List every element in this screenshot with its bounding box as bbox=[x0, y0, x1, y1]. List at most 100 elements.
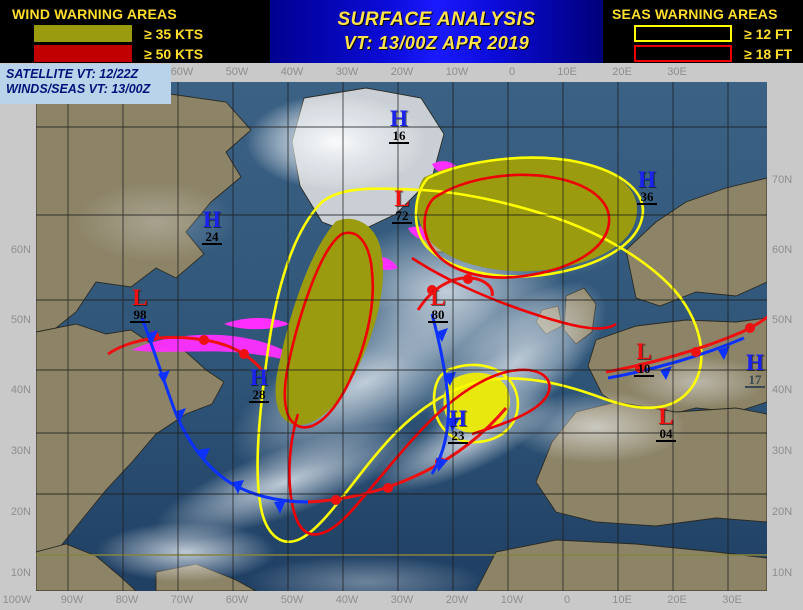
wind-35kt-swatch bbox=[34, 25, 132, 42]
title-line-2: VT: 13/00Z APR 2019 bbox=[343, 33, 530, 53]
cold-front-barbs-west bbox=[146, 330, 286, 514]
cold-front-low80 bbox=[430, 313, 450, 475]
seas-12ft-swatch bbox=[634, 25, 732, 42]
axis-tick-label: 0 bbox=[563, 594, 571, 606]
pressure-center-high-16[interactable]: H 16 bbox=[389, 107, 409, 144]
axis-tick-label: 20W bbox=[390, 66, 414, 78]
axis-tick-label: 40N bbox=[772, 384, 793, 396]
low-symbol: L bbox=[430, 285, 446, 310]
cold-front-europe bbox=[607, 336, 745, 380]
high-symbol: H bbox=[449, 406, 467, 431]
high-symbol: H bbox=[746, 350, 764, 375]
low-value: 80 bbox=[428, 308, 448, 323]
axis-tick-label: 80W bbox=[115, 594, 139, 606]
low-symbol: L bbox=[132, 285, 148, 310]
high-symbol: H bbox=[203, 207, 221, 232]
cold-front-atlantic-west bbox=[140, 317, 309, 504]
axis-tick-label: 60W bbox=[170, 66, 194, 78]
axis-tick-label: 10W bbox=[445, 66, 469, 78]
axis-tick-label: 20N bbox=[10, 506, 31, 518]
axis-tick-label: 40W bbox=[335, 594, 359, 606]
low-symbol: L bbox=[394, 186, 410, 211]
axis-tick-label: 20E bbox=[667, 594, 687, 606]
axis-tick-label: 10N bbox=[772, 567, 793, 579]
pressure-center-high-36[interactable]: H 36 bbox=[637, 168, 657, 205]
axis-tick-label: 30N bbox=[10, 445, 31, 457]
seas-12ft-contour bbox=[256, 187, 703, 544]
axis-tick-label: 20N bbox=[772, 506, 793, 518]
mexico-landmass bbox=[36, 543, 137, 591]
high-symbol: H bbox=[250, 365, 268, 390]
high-value: 36 bbox=[637, 190, 657, 205]
axis-tick-label: 30W bbox=[335, 66, 359, 78]
axis-tick-label: 90W bbox=[60, 594, 84, 606]
seas-18ft-contour-south bbox=[288, 368, 551, 536]
axis-tick-label: 40W bbox=[280, 66, 304, 78]
axis-tick-label: 20E bbox=[612, 66, 632, 78]
axis-tick-label: 30W bbox=[390, 594, 414, 606]
high-value: 28 bbox=[249, 388, 269, 403]
axis-tick-label: 60N bbox=[10, 244, 31, 256]
scandinavia-landmass bbox=[625, 177, 767, 307]
pressure-center-high-24[interactable]: H 24 bbox=[202, 208, 222, 245]
warm-front-bumps-europe bbox=[635, 323, 755, 373]
satellite-valid-time-box: SATELLITE VT: 12/22Z WINDS/SEAS VT: 13/0… bbox=[0, 64, 171, 104]
axis-tick-label: 20W bbox=[445, 594, 469, 606]
seas-legend-item-18ft: ≥ 18 FT bbox=[612, 45, 792, 62]
pressure-center-low-80[interactable]: L 80 bbox=[428, 286, 448, 323]
seas-legend-title: SEAS WARNING AREAS bbox=[612, 6, 778, 22]
axis-tick-label: 50N bbox=[10, 314, 31, 326]
lat-lon-grid bbox=[36, 82, 767, 591]
low-symbol: L bbox=[636, 339, 652, 364]
wind-legend-title: WIND WARNING AREAS bbox=[12, 6, 177, 22]
low-value: 10 bbox=[634, 362, 654, 377]
pressure-center-high-17[interactable]: H 17 bbox=[745, 351, 765, 388]
pressure-center-low-98[interactable]: L 98 bbox=[130, 286, 150, 323]
axis-tick-label: 70N bbox=[772, 174, 793, 186]
axis-tick-label: 10W bbox=[500, 594, 524, 606]
axis-tick-label: 60W bbox=[225, 594, 249, 606]
high-value: 23 bbox=[448, 429, 468, 444]
wind-50kt-label: ≥ 50 KTS bbox=[144, 45, 204, 62]
high-value: 16 bbox=[389, 129, 409, 144]
weather-fronts bbox=[107, 274, 767, 514]
axis-tick-label: 0 bbox=[508, 66, 516, 78]
axis-tick-label: 30E bbox=[722, 594, 742, 606]
pressure-center-high-23[interactable]: H 23 bbox=[448, 407, 468, 444]
high-symbol: H bbox=[638, 167, 656, 192]
cold-front-barbs-europe bbox=[660, 346, 730, 380]
wind-50kt-swatch bbox=[34, 45, 132, 62]
seas-warning-legend: SEAS WARNING AREAS ≥ 12 FT ≥ 18 FT bbox=[612, 6, 792, 62]
seas-18ft-contour-link bbox=[411, 256, 617, 330]
axis-tick-label: 10E bbox=[612, 594, 632, 606]
axis-tick-label: 50N bbox=[772, 314, 793, 326]
seas-12ft-contour-north bbox=[414, 156, 645, 278]
axis-tick-label: 50W bbox=[225, 66, 249, 78]
seas-18ft-label: ≥ 18 FT bbox=[744, 45, 793, 62]
pressure-center-low-04[interactable]: L 04 bbox=[656, 405, 676, 442]
axis-tick-label: 10E bbox=[557, 66, 577, 78]
pressure-center-low-72[interactable]: L 72 bbox=[392, 187, 412, 224]
low-value: 04 bbox=[656, 427, 676, 442]
high-value: 17 bbox=[745, 373, 765, 388]
low-value: 72 bbox=[392, 209, 412, 224]
pressure-center-high-28[interactable]: H 28 bbox=[249, 366, 269, 403]
header-bar: WIND WARNING AREAS ≥ 35 KTS ≥ 50 KTS SUR… bbox=[0, 0, 803, 63]
axis-tick-label: 70W bbox=[170, 594, 194, 606]
title-banner: SURFACE ANALYSIS VT: 13/00Z APR 2019 bbox=[270, 0, 603, 63]
seas-12ft-label: ≥ 12 FT bbox=[744, 25, 793, 42]
axis-tick-label: 40N bbox=[10, 384, 31, 396]
axis-tick-label: 50W bbox=[280, 594, 304, 606]
seas-18ft-contour-west bbox=[283, 231, 375, 429]
seas-warning-contours bbox=[256, 156, 703, 544]
low-symbol: L bbox=[658, 404, 674, 429]
satellite-map[interactable]: H 16 L 72 H 24 L 98 L 80 H 28 H 23 H 36 L 10 H 17 … bbox=[36, 82, 767, 591]
map-graphics bbox=[36, 82, 767, 591]
pressure-center-low-10[interactable]: L 10 bbox=[634, 340, 654, 377]
axis-tick-label: 30N bbox=[772, 445, 793, 457]
axis-tick-label: 30E bbox=[667, 66, 687, 78]
seas-legend-item-12ft: ≥ 12 FT bbox=[612, 25, 792, 42]
high-symbol: H bbox=[390, 106, 408, 131]
wind-warning-legend: WIND WARNING AREAS ≥ 35 KTS ≥ 50 KTS bbox=[12, 6, 203, 62]
map-frame: H 16 L 72 H 24 L 98 L 80 H 28 H 23 H 36 L 10 H 17 … bbox=[0, 63, 803, 610]
